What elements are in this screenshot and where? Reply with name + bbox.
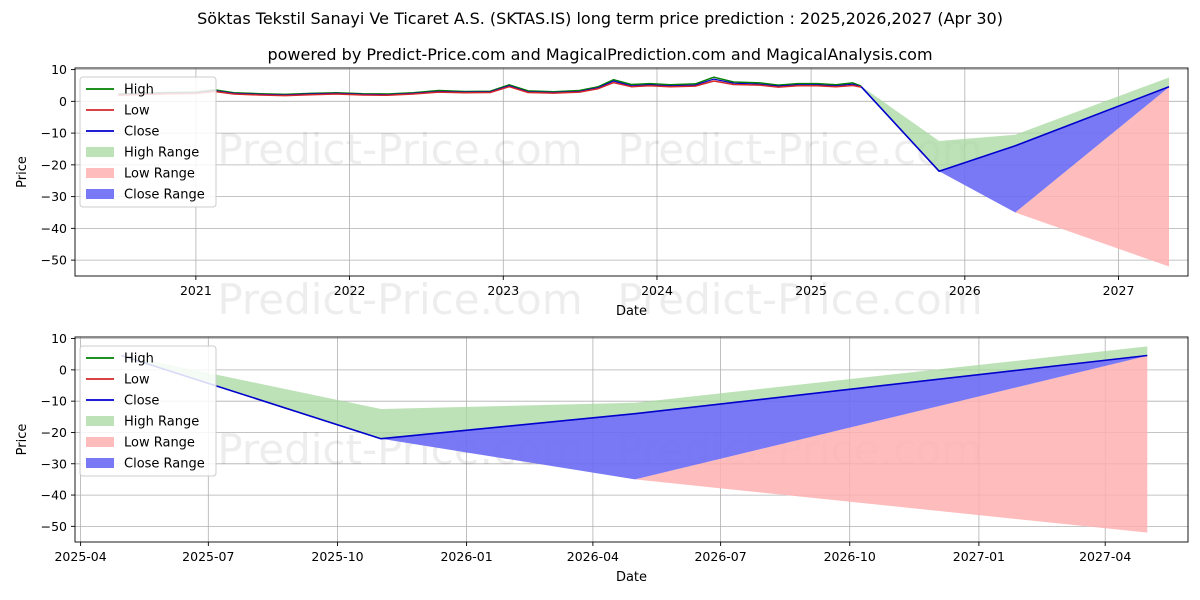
x-tick-label: 2021 <box>180 283 212 298</box>
legend-label: Close <box>124 125 159 140</box>
axes-frame <box>74 336 1189 543</box>
close-range-band <box>121 355 1148 480</box>
legend-label: Close Range <box>124 457 205 472</box>
y-tick-label: 10 <box>51 62 67 77</box>
high-range-band <box>121 346 1148 439</box>
y-tick-label: −50 <box>41 253 67 268</box>
chart-title: Söktas Tekstil Sanayi Ve Ticaret A.S. (S… <box>197 9 1003 28</box>
x-tick-label: 2027-01 <box>953 549 1005 564</box>
close-forecast-line <box>121 354 1148 440</box>
y-tick-label: −10 <box>41 394 67 409</box>
legend-label: Close Range <box>124 188 205 203</box>
watermark-text: Predict-Price.com <box>617 275 982 324</box>
high-series-line <box>118 76 862 96</box>
legend-swatch-patch <box>86 416 114 426</box>
x-tick-label: 2022 <box>334 283 366 298</box>
legend-label: High <box>124 352 154 367</box>
legend-swatch-patch <box>86 458 114 468</box>
plot-area <box>121 346 1148 533</box>
x-axis-label: Date <box>616 304 647 319</box>
plot-area <box>118 76 1170 267</box>
low-series-line <box>118 80 862 97</box>
low-range-band <box>861 86 1169 267</box>
legend-label: Low Range <box>124 436 195 451</box>
y-tick-label: −40 <box>41 221 67 236</box>
chart-panel-lower: Predict-Price.comPredict-Price.com2025-0… <box>15 331 1189 585</box>
legend-label: Low <box>124 373 150 388</box>
x-tick-label: 2025-07 <box>182 549 234 564</box>
y-axis-label: Price <box>15 424 30 456</box>
axes-frame <box>74 67 1189 277</box>
x-tick-label: 2027-04 <box>1079 549 1131 564</box>
x-tick-label: 2025-10 <box>311 549 363 564</box>
y-tick-label: −20 <box>41 157 67 172</box>
watermark-text: Predict-Price.com <box>217 275 582 324</box>
watermark-text: Predict-Price.com <box>217 125 582 174</box>
x-tick-label: 2026-10 <box>824 549 876 564</box>
close-forecast-line <box>860 85 1170 172</box>
y-tick-label: −30 <box>41 456 67 471</box>
legend-label: High Range <box>124 146 199 161</box>
x-tick-label: 2026-04 <box>567 549 619 564</box>
low-range-band <box>121 355 1148 533</box>
legend-swatch-patch <box>86 147 114 157</box>
y-tick-label: 10 <box>51 331 67 346</box>
legend-swatch-patch <box>86 168 114 178</box>
y-tick-label: −20 <box>41 425 67 440</box>
y-tick-label: −30 <box>41 189 67 204</box>
y-tick-label: 0 <box>59 94 67 109</box>
x-tick-label: 2025-04 <box>54 549 106 564</box>
y-axis-label: Price <box>15 156 30 188</box>
high-range-band <box>861 77 1169 172</box>
legend: High Low Close High Range Low Range Close Ran… <box>79 345 217 477</box>
x-tick-label: 2023 <box>487 283 519 298</box>
chart-panel-upper: Predict-Price.com Predict-Price.com Predic… <box>15 62 1189 324</box>
y-tick-label: 0 <box>59 362 67 377</box>
legend-label: Low Range <box>124 167 195 182</box>
legend-label: Close <box>124 394 159 409</box>
close-range-band <box>861 86 1169 213</box>
legend-label: High <box>124 83 154 98</box>
legend-label: Low <box>124 104 150 119</box>
legend: High Low Close High Range Low Range Close Ran… <box>79 76 217 208</box>
y-tick-label: −10 <box>41 126 67 141</box>
x-tick-label: 2024 <box>641 283 673 298</box>
legend-label: High Range <box>124 415 199 430</box>
y-tick-label: −40 <box>41 488 67 503</box>
x-tick-label: 2025 <box>795 283 827 298</box>
chart-subtitle: powered by Predict-Price.com and Magical… <box>267 45 933 64</box>
y-tick-label: −50 <box>41 519 67 534</box>
legend-swatch-patch <box>86 189 114 199</box>
x-tick-label: 2026 <box>949 283 981 298</box>
x-tick-label: 2026-01 <box>440 549 492 564</box>
x-tick-label: 2027 <box>1103 283 1135 298</box>
legend-swatch-patch <box>86 437 114 447</box>
x-axis-label: Date <box>616 570 647 585</box>
x-tick-label: 2026-07 <box>694 549 746 564</box>
